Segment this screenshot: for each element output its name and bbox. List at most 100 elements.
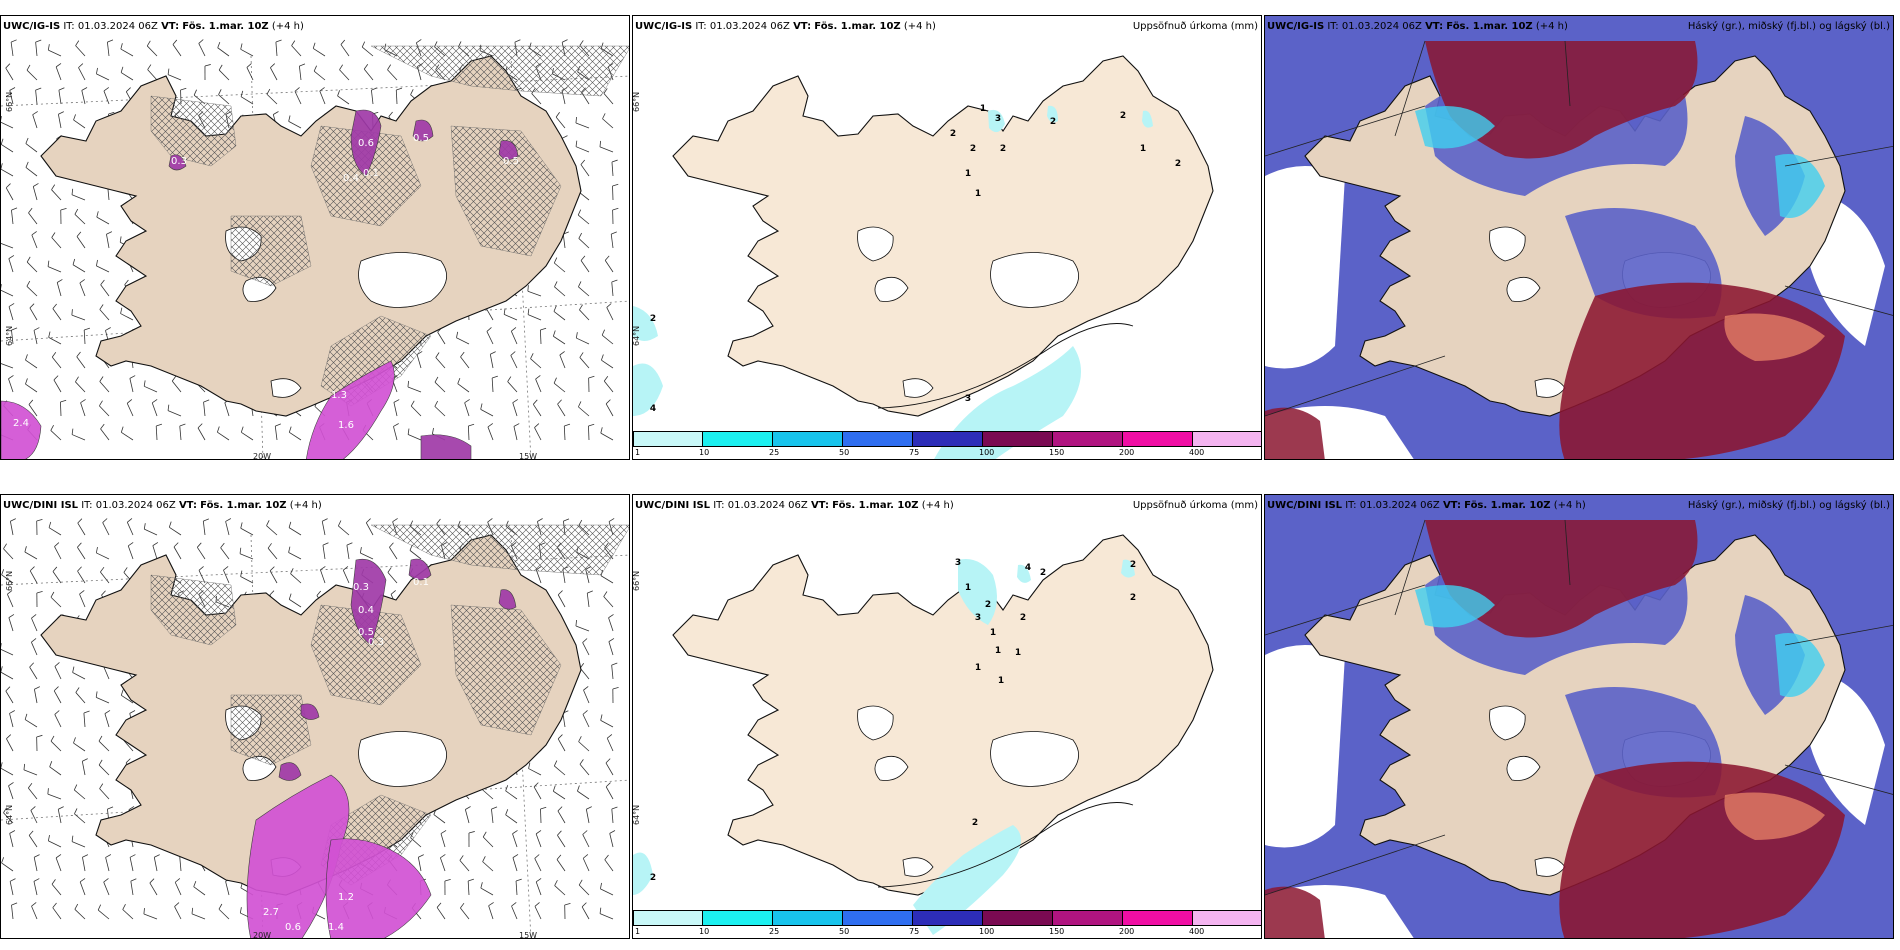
precip-area [498, 589, 517, 610]
wind-barb [505, 790, 518, 800]
wind-barb [74, 789, 86, 800]
wind-barb-flag [101, 590, 106, 596]
panel-title: UWC/DINI ISL IT: 01.03.2024 06Z VT: Fös.… [635, 500, 954, 511]
wind-barb-flag [440, 830, 447, 834]
wind-barb [557, 594, 566, 608]
wind-barb [31, 234, 38, 249]
wind-barb [52, 308, 62, 321]
wind-barb [456, 337, 470, 345]
wind-barb [75, 692, 86, 704]
wind-barb-flag [55, 854, 62, 859]
wind-barb-flag [6, 734, 12, 739]
wind-barb [338, 525, 350, 536]
wind-barb [24, 719, 38, 728]
wind-barb-flag [239, 907, 242, 914]
lon-label-20w: 20W [253, 931, 272, 939]
wind-barb-flag [28, 399, 34, 405]
wind-barb-flag [418, 854, 424, 858]
wind-barb [533, 786, 542, 800]
wind-barb-flag [51, 879, 56, 885]
wind-barb-flag [47, 788, 49, 795]
wind-barb [556, 859, 566, 872]
wind-barb-flag [126, 399, 133, 404]
wind-barb [7, 594, 14, 608]
wind-barb-flag [129, 375, 136, 379]
wind-barb [77, 547, 86, 560]
wind-barb-flag [512, 854, 519, 858]
wind-barb-flag [535, 375, 541, 380]
wind-barb-flag [603, 376, 609, 382]
wind-barb-flag [583, 686, 589, 691]
wind-barb-flag [275, 423, 281, 427]
wind-barb [31, 905, 38, 920]
wind-barb-flag [223, 566, 229, 571]
wind-barb [9, 833, 14, 848]
wind-barb-flag [581, 902, 587, 908]
wind-barb [534, 858, 542, 872]
wind-barb [82, 857, 86, 872]
precip-area [412, 119, 434, 142]
wind-barb [51, 237, 62, 249]
wind-barb-flag [313, 65, 317, 72]
wind-barb [528, 768, 542, 776]
wind-barb-flag [179, 423, 186, 427]
wind-barb [53, 379, 62, 393]
wind-barb-flag [48, 521, 52, 528]
wind-barb [417, 857, 422, 872]
precip-area [325, 838, 432, 938]
wind-barb-flag [577, 785, 580, 792]
wind-barb-flag [147, 64, 152, 70]
wind-barb-flag [50, 424, 54, 431]
wind-barb [123, 740, 134, 752]
wind-barb-flag [8, 782, 14, 787]
wind-barb [129, 378, 134, 393]
wind-barb [23, 769, 38, 776]
wind-barb-flag [269, 566, 275, 572]
wind-barb-flag [487, 423, 494, 428]
wind-barb-flag [25, 354, 28, 361]
wind-barb-flag [436, 518, 441, 524]
wind-barb [174, 906, 182, 920]
wind-barb-flag [71, 309, 73, 316]
lat-label-64: 64°N [5, 325, 14, 346]
wind-barb [79, 282, 86, 297]
precip-area [1017, 564, 1031, 583]
wind-barb-flag [534, 902, 540, 907]
wind-barb [1, 862, 14, 872]
glacier [990, 731, 1080, 787]
colorbar-tick-label: 75 [909, 448, 920, 457]
wind-barb-flag [11, 902, 18, 906]
wind-barb-flag [50, 735, 55, 742]
wind-barb [120, 48, 134, 57]
wind-barb-flag [50, 591, 55, 598]
wind-barb [50, 596, 62, 608]
wind-barb-flag [605, 782, 611, 788]
wind-barb [576, 337, 590, 345]
wind-barb [103, 881, 110, 896]
wind-barb [464, 402, 470, 417]
wind-barb-flag [81, 87, 88, 91]
wind-barb-flag [225, 518, 232, 522]
wind-barb-flag [197, 423, 203, 429]
wind-barb [240, 527, 254, 536]
precip-amount-label: 2 [650, 314, 656, 324]
wind-barb [275, 42, 278, 57]
wind-barb-flag [33, 327, 40, 331]
wind-barb-flag [82, 758, 88, 762]
wind-barb [5, 67, 14, 81]
wind-barb [130, 881, 134, 896]
wind-barb-flag [31, 614, 37, 619]
wind-barb [25, 143, 38, 153]
wind-barb-flag [154, 854, 160, 858]
wind-barb-flag [83, 710, 90, 714]
wind-barb [98, 740, 110, 752]
precip-amount-label: 2 [1130, 560, 1136, 570]
precip-area [633, 306, 658, 341]
wind-barb [198, 43, 206, 57]
lon-label-20w: 20W [253, 452, 272, 460]
panel-title: UWC/IG-IS IT: 01.03.2024 06Z VT: Fös. 1.… [3, 21, 304, 32]
wind-barb [51, 884, 62, 896]
lat-label-64: 64°N [5, 804, 14, 825]
wind-barb-flag [575, 140, 578, 147]
